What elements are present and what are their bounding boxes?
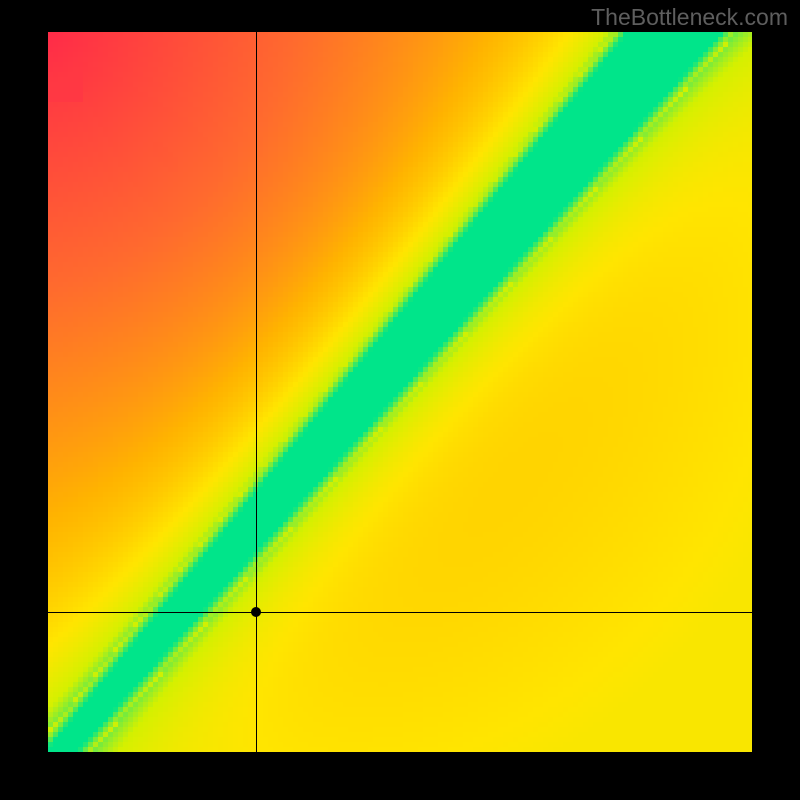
heatmap-canvas [48,32,752,752]
watermark-text: TheBottleneck.com [591,4,788,31]
crosshair-horizontal [48,612,752,613]
crosshair-marker [251,607,261,617]
heatmap-plot-area [48,32,752,752]
crosshair-vertical [256,32,257,752]
